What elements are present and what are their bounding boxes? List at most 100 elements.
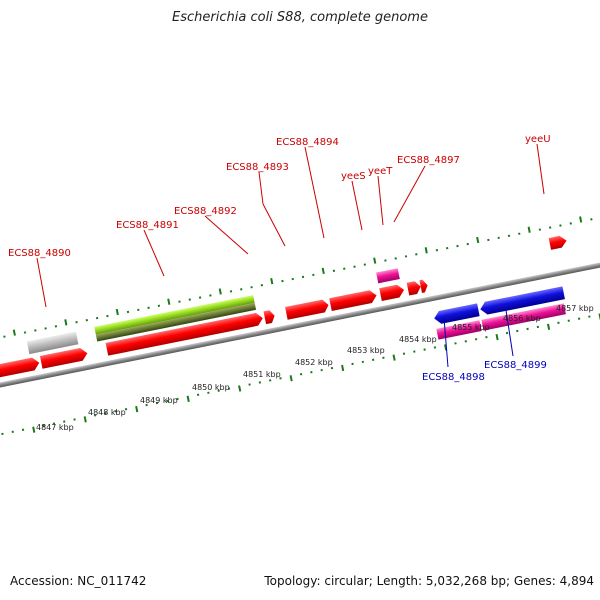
minor-tick <box>124 408 128 411</box>
label-yeeu[interactable]: yeeU <box>525 134 551 145</box>
scale-labels: 4847 kbp 4848 kbp 4849 kbp 4850 kbp 4851… <box>36 304 594 432</box>
minor-tick <box>456 244 459 248</box>
label-ecs88-4894[interactable]: ECS88_4894 <box>276 137 339 148</box>
minor-tick <box>485 336 488 339</box>
minor-tick <box>559 224 562 227</box>
rna-yees[interactable] <box>376 268 400 284</box>
minor-tick <box>3 335 6 338</box>
scale-label: 4854 kbp <box>399 335 437 344</box>
label-leader-lines <box>36 143 545 368</box>
leader-ecs88-4891 <box>143 229 165 277</box>
minor-tick <box>126 310 130 314</box>
topology-text: Topology: circular; Length: 5,032,268 bp… <box>264 574 594 588</box>
major-tick <box>373 257 377 264</box>
minor-tick <box>54 325 58 328</box>
minor-tick <box>21 428 25 431</box>
gene-arrow-ecs88-4898[interactable] <box>433 303 480 325</box>
gene-highlight-ecs88-4891[interactable] <box>94 295 255 335</box>
gene-arrow-yeet[interactable] <box>406 280 422 296</box>
gene-arrow-ecs88-4893[interactable] <box>285 299 330 320</box>
minor-tick <box>279 377 282 380</box>
gene-labels: ECS88_4890 ECS88_4891 ECS88_4892 ECS88_4… <box>8 134 551 383</box>
minor-tick <box>11 430 14 434</box>
rna-ecs88-4899[interactable] <box>481 303 566 331</box>
major-tick <box>238 385 242 392</box>
gene-arrow-ecs88-4890[interactable] <box>39 347 89 369</box>
minor-tick <box>312 273 315 277</box>
gene-arrow-ecs88-4892[interactable] <box>263 309 276 325</box>
minor-tick <box>52 422 56 425</box>
minor-tick <box>217 389 220 392</box>
minor-tick <box>557 321 560 324</box>
gene-arrow-ecs88-4891[interactable] <box>105 312 264 356</box>
major-tick <box>64 319 68 326</box>
major-tick <box>270 278 274 285</box>
map-title: Escherichia coli S88, complete genome <box>172 10 428 25</box>
minor-tick <box>384 259 387 262</box>
minor-tick <box>196 393 200 396</box>
label-ecs88-4898[interactable]: ECS88_4898 <box>422 372 485 383</box>
minor-tick <box>85 318 88 322</box>
label-ecs88-4893[interactable]: ECS88_4893 <box>226 162 289 173</box>
minor-tick <box>497 236 500 240</box>
minor-tick <box>44 327 47 330</box>
major-tick <box>579 216 583 223</box>
minor-tick <box>446 246 449 250</box>
minor-tick <box>260 284 264 287</box>
minor-tick <box>229 290 233 293</box>
minor-tick <box>268 379 272 382</box>
major-tick <box>218 288 222 295</box>
label-ecs88-4892[interactable]: ECS88_4892 <box>174 206 237 217</box>
minor-tick <box>178 300 181 303</box>
gene-arrow-pseudo[interactable] <box>26 331 79 355</box>
label-yeet[interactable]: yeeT <box>368 166 393 177</box>
leader-yeeu <box>536 143 545 195</box>
minor-tick <box>343 267 346 270</box>
gene-arrow-ecs88-4894[interactable] <box>329 289 378 311</box>
gene-arrow-ecs88-4899[interactable] <box>479 286 565 315</box>
minor-tick <box>351 362 354 366</box>
gene-arrow-yees[interactable] <box>379 284 405 301</box>
minor-tick <box>361 360 365 364</box>
minor-tick <box>258 381 262 384</box>
gene-highlight-lower <box>95 302 257 342</box>
genome-backbone <box>0 247 600 394</box>
minor-tick <box>330 366 334 370</box>
minor-tick <box>63 420 66 423</box>
major-tick <box>12 329 16 336</box>
label-yees[interactable]: yeeS <box>341 171 366 182</box>
major-tick <box>167 298 171 305</box>
major-tick <box>289 375 293 382</box>
genome-band <box>0 216 600 436</box>
minor-tick <box>415 253 418 256</box>
rna-ecs88-4898[interactable] <box>436 320 482 340</box>
label-ecs88-4897[interactable]: ECS88_4897 <box>397 155 460 166</box>
scale-label: 4855 kbp <box>452 323 490 332</box>
gene-arrow-ecs88-4897[interactable] <box>419 279 428 293</box>
major-tick <box>135 405 139 413</box>
minor-tick <box>73 418 76 421</box>
label-ecs88-4899[interactable]: ECS88_4899 <box>484 360 547 371</box>
label-ecs88-4890[interactable]: ECS88_4890 <box>8 248 71 259</box>
major-tick <box>186 395 190 402</box>
major-tick <box>598 313 600 320</box>
minor-tick <box>114 410 117 413</box>
scale-label: 4851 kbp <box>243 370 281 379</box>
minor-tick <box>454 342 457 345</box>
scale-label: 4850 kbp <box>192 383 230 392</box>
minor-tick <box>474 338 478 341</box>
gene-arrow[interactable] <box>0 356 41 382</box>
major-tick <box>341 364 345 372</box>
leader-yees <box>351 180 363 231</box>
minor-tick <box>23 331 27 334</box>
leader-ecs88-4893-b <box>262 203 286 247</box>
minor-tick <box>433 346 437 349</box>
leader-ecs88-4898 <box>443 317 449 368</box>
minor-tick <box>281 279 284 283</box>
major-tick <box>321 267 325 275</box>
gene-arrow-yeeu[interactable] <box>548 235 568 250</box>
reverse-strand-genes <box>433 286 566 340</box>
minor-tick <box>188 298 191 301</box>
label-ecs88-4891[interactable]: ECS88_4891 <box>116 220 179 231</box>
